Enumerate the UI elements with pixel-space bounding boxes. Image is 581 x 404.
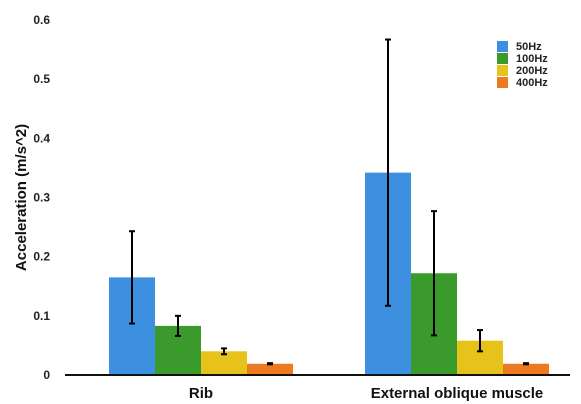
x-category-label: Rib (189, 385, 213, 402)
bars (109, 172, 549, 375)
x-axis-categories: Rib External oblique muscle (189, 385, 543, 402)
legend-label-100Hz: 100Hz (516, 53, 548, 65)
y-axis-label: Acceleration (m/s^2) (13, 124, 30, 271)
y-tick-label: 0.2 (33, 250, 50, 264)
legend-label-50Hz: 50Hz (516, 41, 542, 53)
bar-400Hz-0 (247, 363, 293, 375)
y-tick-label: 0.4 (33, 131, 50, 145)
y-tick-label: 0 (43, 368, 50, 382)
legend-swatch-400Hz (497, 77, 508, 88)
y-tick-label: 0.5 (33, 72, 50, 86)
error-bars (129, 38, 529, 366)
x-category-label: External oblique muscle (371, 385, 544, 402)
legend-label-200Hz: 200Hz (516, 65, 548, 77)
y-tick-label: 0.1 (33, 309, 50, 323)
y-tick-label: 0.6 (33, 13, 50, 27)
bar-200Hz-0 (201, 351, 247, 375)
legend-swatch-200Hz (497, 65, 508, 76)
y-tick-label: 0.3 (33, 191, 50, 205)
y-axis-ticks: 0 0.1 0.2 0.3 0.4 0.5 0.6 (33, 13, 50, 382)
legend-label-400Hz: 400Hz (516, 77, 548, 89)
bar-400Hz-1 (503, 363, 549, 375)
legend-swatch-50Hz (497, 41, 508, 52)
legend-swatch-100Hz (497, 53, 508, 64)
